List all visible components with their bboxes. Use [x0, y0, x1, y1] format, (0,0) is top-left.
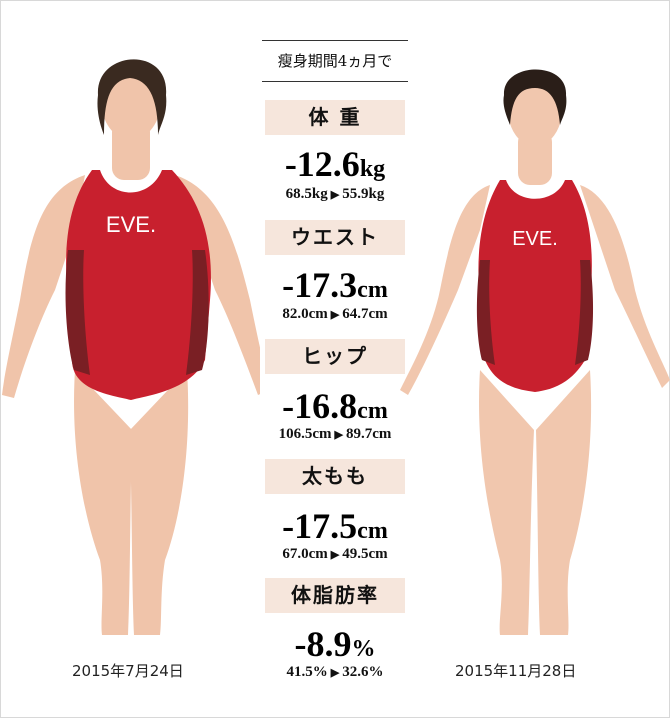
before-photo: EVE. [2, 59, 260, 635]
change-unit: cm [357, 518, 388, 544]
before-value: 106.5cm [278, 426, 332, 442]
before-value: 67.0cm [282, 546, 328, 562]
metric-change-thigh: -17.5cm [245, 508, 425, 549]
arrow-icon: ▶ [330, 667, 340, 679]
metric-range-thigh: 67.0cm ▶ 49.5cm [245, 546, 425, 563]
change-value: -16.8 [282, 386, 358, 426]
swimsuit-logo: EVE. [512, 228, 558, 250]
before-value: 82.0cm [282, 306, 328, 322]
metric-label-waist: ウエスト [265, 220, 405, 255]
before-value: 68.5kg [285, 186, 328, 202]
after-photo: EVE. [400, 69, 670, 635]
after-value: 32.6% [342, 664, 384, 680]
before-date: 2015年7月24日 [72, 662, 184, 680]
metric-label-thigh: 太もも [265, 459, 405, 494]
metric-label-body-fat: 体脂肪率 [265, 578, 405, 613]
metric-range-weight: 68.5kg ▶ 55.9kg [245, 186, 425, 203]
arrow-icon: ▶ [330, 189, 340, 201]
metric-label-weight: 体 重 [265, 100, 405, 135]
metric-label-hip: ヒップ [265, 339, 405, 374]
change-unit: kg [359, 156, 386, 182]
after-date: 2015年11月28日 [455, 662, 577, 680]
change-unit: cm [357, 277, 388, 303]
after-value: 55.9kg [342, 186, 385, 202]
metric-range-body-fat: 41.5% ▶ 32.6% [245, 664, 425, 681]
after-value: 64.7cm [342, 306, 388, 322]
metric-range-waist: 82.0cm ▶ 64.7cm [245, 306, 425, 323]
before-value: 41.5% [286, 664, 328, 680]
metric-change-waist: -17.3cm [245, 267, 425, 308]
swimsuit-logo: EVE. [106, 212, 156, 237]
metric-change-weight: -12.6kg [245, 146, 425, 187]
change-value: -17.5 [282, 506, 358, 546]
change-unit: cm [357, 398, 388, 424]
period-heading: 瘦身期間4ヵ月で [262, 40, 408, 82]
arrow-icon: ▶ [330, 309, 340, 321]
after-value: 49.5cm [342, 546, 388, 562]
change-value: -12.6 [284, 144, 360, 184]
change-value: -8.9 [294, 624, 352, 664]
metric-change-body-fat: -8.9% [245, 626, 425, 667]
arrow-icon: ▶ [330, 549, 340, 561]
after-value: 89.7cm [345, 426, 392, 442]
arrow-icon: ▶ [334, 429, 343, 441]
change-value: -17.3 [282, 265, 358, 305]
metric-change-hip: -16.8cm [245, 388, 425, 429]
metric-range-hip: 106.5cm ▶ 89.7cm [245, 426, 425, 443]
change-unit: % [351, 636, 376, 662]
